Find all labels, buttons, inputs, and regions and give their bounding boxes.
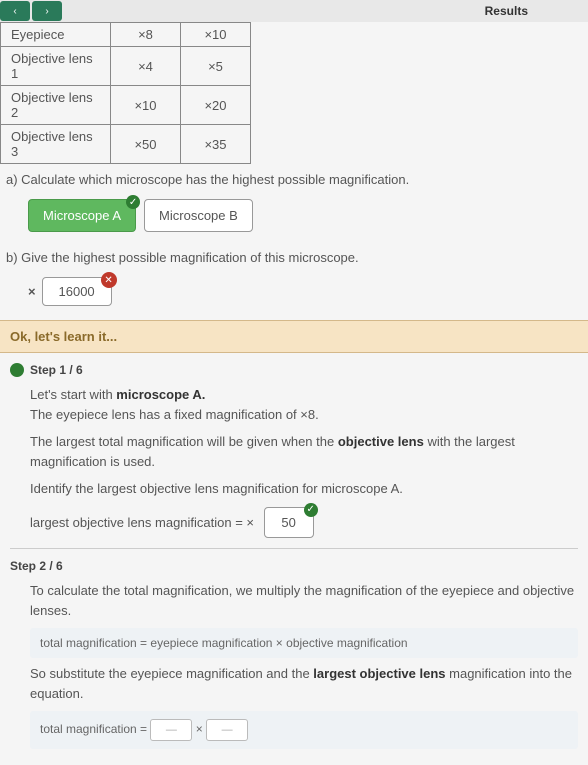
objective-mag-input[interactable]: — (206, 719, 248, 741)
magnification-table: Eyepiece ×8 ×10 Objective lens 1 ×4 ×5 O… (0, 22, 251, 164)
table-row: Objective lens 2 ×10 ×20 (1, 86, 251, 125)
cell-a: ×8 (111, 23, 181, 47)
choice-label: Microscope A (43, 208, 121, 223)
question-b-input-row: × 16000 ✕ (0, 273, 588, 320)
cell-b: ×10 (181, 23, 251, 47)
times-prefix: × (28, 284, 36, 299)
question-b-text: b) Give the highest possible magnificati… (0, 242, 588, 273)
table-row: Objective lens 3 ×50 ×35 (1, 125, 251, 164)
final-label: total magnification = (40, 722, 147, 736)
table-row: Objective lens 1 ×4 ×5 (1, 47, 251, 86)
step-1-header: Step 1 / 6 (10, 363, 578, 377)
cell-a: ×10 (111, 86, 181, 125)
step-1-line-1: Let's start with microscope A. The eyepi… (10, 385, 578, 424)
step-1-answer-row: largest objective lens magnification = ×… (10, 507, 578, 539)
cell-b: ×35 (181, 125, 251, 164)
cross-icon: ✕ (101, 272, 117, 288)
step-2-final-row: total magnification = — × — (30, 711, 578, 749)
learn-banner[interactable]: Ok, let's learn it... (0, 320, 588, 353)
step-1-input[interactable]: 50 ✓ (264, 507, 314, 539)
step-1-line-4: Identify the largest objective lens magn… (10, 479, 578, 499)
input-value: 50 (281, 515, 295, 530)
input-value: 16000 (59, 284, 95, 299)
step-2-formula: total magnification = eyepiece magnifica… (30, 628, 578, 658)
check-icon: ✓ (304, 503, 318, 517)
step-dot-icon (10, 363, 24, 377)
cell-a: ×4 (111, 47, 181, 86)
nav-prev-button[interactable]: ‹ (0, 1, 30, 21)
step-2-line-1: To calculate the total magnification, we… (10, 581, 578, 620)
top-bar: ‹ › Results (0, 0, 588, 22)
choice-microscope-a[interactable]: Microscope A ✓ (28, 199, 136, 232)
step-divider (10, 548, 578, 549)
cell-b: ×20 (181, 86, 251, 125)
table-row: Eyepiece ×8 ×10 (1, 23, 251, 47)
question-a-choices: Microscope A ✓ Microscope B (0, 195, 588, 242)
results-label: Results (485, 4, 588, 18)
eyepiece-mag-input[interactable]: — (150, 719, 192, 741)
choice-microscope-b[interactable]: Microscope B (144, 199, 253, 232)
step-2-line-2: So substitute the eyepiece magnification… (10, 664, 578, 703)
step-2-header: Step 2 / 6 (10, 559, 578, 573)
step-1-label: Step 1 / 6 (30, 363, 83, 377)
question-a-text: a) Calculate which microscope has the hi… (0, 164, 588, 195)
row-label: Objective lens 3 (1, 125, 111, 164)
step-2-label: Step 2 / 6 (10, 559, 63, 573)
cell-b: ×5 (181, 47, 251, 86)
row-label: Objective lens 1 (1, 47, 111, 86)
choice-label: Microscope B (159, 208, 238, 223)
cell-a: ×50 (111, 125, 181, 164)
magnification-input[interactable]: 16000 ✕ (42, 277, 112, 306)
nav-next-button[interactable]: › (32, 1, 62, 21)
check-icon: ✓ (126, 195, 140, 209)
row-label: Eyepiece (1, 23, 111, 47)
times-symbol: × (196, 722, 203, 736)
step-1-line-3: The largest total magnification will be … (10, 432, 578, 471)
row-label: Objective lens 2 (1, 86, 111, 125)
